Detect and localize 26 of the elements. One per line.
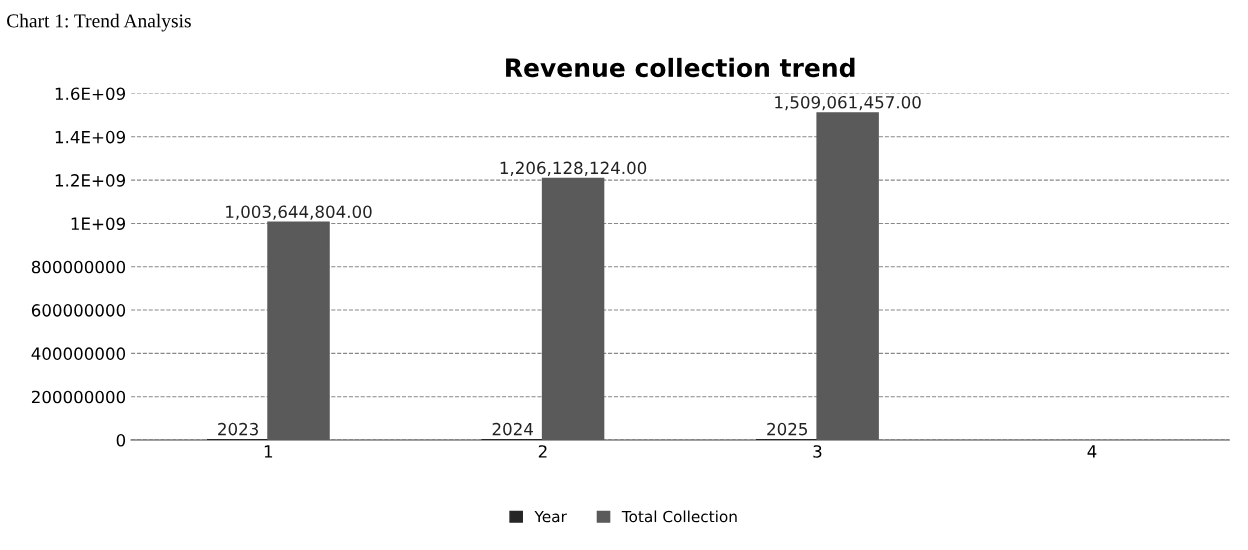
data-label: 1,509,061,457.00 xyxy=(775,95,921,111)
y-tick-label: 1.2E+09 xyxy=(55,174,126,187)
y-tick-label: 1E+09 xyxy=(71,217,125,231)
chart-title: Revenue collection trend xyxy=(506,57,855,78)
data-label: 2023 xyxy=(218,422,258,436)
x-tick-label: 3 xyxy=(813,445,822,458)
data-label: 1,206,128,124.00 xyxy=(500,161,647,176)
legend-label: Total Collection xyxy=(621,510,737,523)
x-tick-label: 1 xyxy=(264,445,273,458)
x-tick-label: 2 xyxy=(538,445,547,458)
caption: Chart 1: Trend Analysis xyxy=(7,13,191,32)
y-tick-label: 1.4E+09 xyxy=(55,130,126,144)
y-tick-label: 600000000 xyxy=(31,304,126,317)
x-tick-label: 4 xyxy=(1087,445,1097,458)
y-tick-label: 800000000 xyxy=(31,260,126,274)
legend-label: Year xyxy=(534,510,567,523)
y-tick-label: 0 xyxy=(116,433,126,447)
bar xyxy=(541,177,605,440)
data-label: 1,003,644,804.00 xyxy=(226,205,372,220)
y-tick-label: 1.6E+09 xyxy=(55,87,126,101)
data-label: 2025 xyxy=(767,422,807,436)
y-tick-label: 200000000 xyxy=(31,390,126,404)
bar xyxy=(816,112,879,440)
y-tick-label: 400000000 xyxy=(31,347,126,360)
data-label: 2024 xyxy=(492,422,533,436)
bar xyxy=(267,221,330,440)
